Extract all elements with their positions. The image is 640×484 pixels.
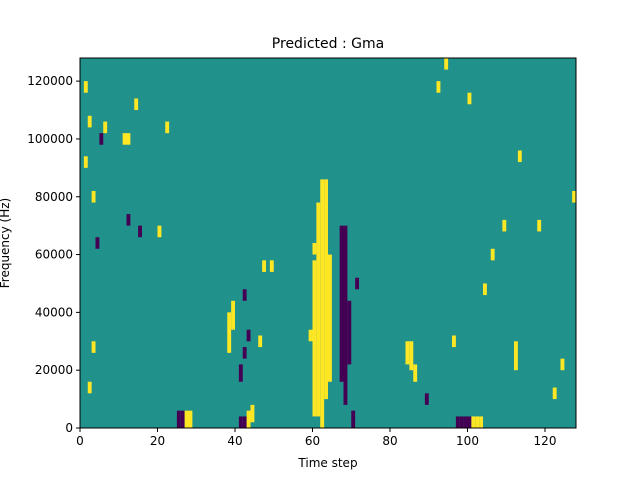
- heatmap-cell-low: [455, 416, 460, 428]
- heatmap-cell-low: [459, 416, 464, 428]
- heatmap-cell-high: [262, 260, 267, 272]
- heatmap-cell-low: [343, 225, 348, 405]
- heatmap-cell-high: [436, 81, 441, 93]
- heatmap-cell-high: [502, 219, 507, 232]
- heatmap-cell-high: [83, 156, 88, 168]
- y-tick-label: 80000: [35, 190, 73, 204]
- heatmap-cell-high: [467, 92, 472, 105]
- heatmap-cell-high: [479, 416, 484, 428]
- heatmap-cell-low: [238, 416, 243, 428]
- heatmap-cell-high: [91, 341, 96, 353]
- heatmap-cell-high: [122, 133, 127, 145]
- heatmap-cell-high: [483, 283, 487, 296]
- heatmap-cell-high: [514, 341, 518, 371]
- heatmap-cell-high: [308, 329, 313, 342]
- y-tick-label: 60000: [35, 248, 73, 262]
- heatmap-cells: [83, 58, 577, 428]
- heatmap-cell-high: [83, 81, 88, 93]
- heatmap-cell-high: [250, 404, 255, 423]
- heatmap-cell-low: [126, 214, 131, 226]
- heatmap-cell-high: [560, 358, 565, 371]
- heatmap-cell-high: [227, 312, 232, 353]
- heatmap-cell-low: [242, 347, 247, 359]
- heatmap-cell-high: [316, 202, 321, 417]
- heatmap-cell-high: [405, 341, 410, 365]
- heatmap-cell-high: [246, 410, 251, 428]
- heatmap-cell-low: [238, 364, 243, 382]
- heatmap-cell-low: [95, 237, 100, 249]
- y-axis-label: Frequency (Hz): [0, 198, 12, 289]
- chart-title: Predicted : Gma: [272, 36, 384, 52]
- heatmap-cell-low: [355, 277, 360, 290]
- heatmap-cell-high: [269, 260, 274, 272]
- heatmap-cell-low: [351, 410, 356, 428]
- heatmap-cell-low: [242, 289, 247, 301]
- heatmap-cell-high: [91, 190, 96, 203]
- heatmap-cell-high: [409, 341, 414, 371]
- heatmap-cell-high: [572, 190, 577, 203]
- heatmap-cell-high: [231, 300, 236, 330]
- x-tick-label: 120: [534, 434, 557, 448]
- heatmap-cell-high: [490, 248, 495, 261]
- heatmap-cell-high: [134, 98, 139, 111]
- x-axis: 0 20 40 60 80 100 120: [76, 428, 556, 448]
- heatmap-cell-low: [463, 416, 468, 428]
- heatmap-cell-high: [517, 150, 522, 163]
- y-tick-label: 40000: [35, 305, 73, 319]
- heatmap-cell-low: [424, 393, 429, 405]
- heatmap-cell-high: [165, 121, 170, 134]
- y-tick-label: 0: [65, 421, 73, 435]
- heatmap-cell-high: [328, 254, 332, 382]
- heatmap-cell-high: [413, 364, 418, 382]
- heatmap-cell-high: [537, 219, 542, 232]
- x-tick-label: 20: [150, 434, 165, 448]
- heatmap-cell-low: [467, 416, 472, 428]
- y-axis: 0 20000 40000 60000 80000 100000 120000: [27, 74, 80, 435]
- heatmap-cell-high: [320, 179, 325, 428]
- heatmap-cell-high: [452, 335, 456, 348]
- x-tick-label: 60: [305, 434, 320, 448]
- heatmap-cell-high: [444, 58, 449, 70]
- heatmap-cell-high: [312, 260, 317, 417]
- heatmap-cell-high: [471, 416, 476, 428]
- heatmap-cell-low: [242, 416, 247, 428]
- heatmap-cell-low: [246, 329, 251, 342]
- heatmap-cell-high: [312, 243, 317, 255]
- x-tick-label: 80: [382, 434, 397, 448]
- x-tick-label: 0: [76, 434, 84, 448]
- heatmap-cell-high: [552, 387, 557, 400]
- x-tick-label: 100: [456, 434, 479, 448]
- y-tick-label: 120000: [27, 74, 73, 88]
- heatmap-cell-low: [339, 225, 344, 382]
- heatmap-cell-low: [176, 410, 181, 428]
- heatmap-cell-high: [188, 410, 193, 428]
- heatmap-cell-high: [324, 179, 329, 400]
- heatmap-cell-low: [347, 300, 352, 365]
- heatmap-cell-high: [103, 121, 108, 134]
- heatmap-cell-low: [180, 410, 185, 428]
- plot-frame: [79, 57, 577, 429]
- heatmap-cell-low: [99, 133, 104, 145]
- x-tick-label: 40: [227, 434, 242, 448]
- y-tick-label: 20000: [35, 363, 73, 377]
- heatmap-cell-high: [475, 416, 480, 428]
- x-axis-label: Time step: [297, 456, 357, 470]
- heatmap-cell-high: [157, 225, 162, 238]
- heatmap-cell-high: [87, 381, 92, 394]
- y-tick-label: 100000: [27, 132, 73, 146]
- heatmap-cell-high: [126, 133, 131, 145]
- heatmap-cell-low: [138, 225, 143, 238]
- heatmap-cell-high: [258, 335, 263, 348]
- heatmap-cell-high: [184, 410, 189, 428]
- heatmap-cell-high: [87, 115, 92, 128]
